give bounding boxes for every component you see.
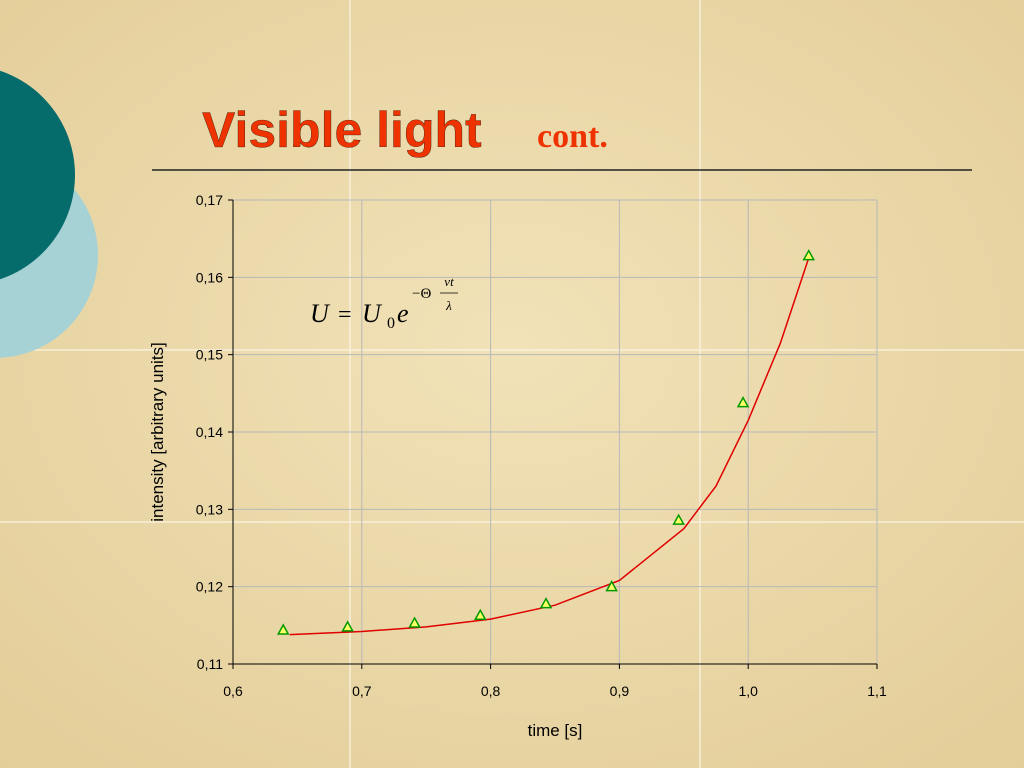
y-tick-label: 0,13 <box>196 501 223 517</box>
y-tick-label: 0,12 <box>196 579 223 595</box>
decor-circle-dark <box>0 70 75 280</box>
x-tick-label: 1,1 <box>867 683 887 699</box>
data-point <box>605 580 618 592</box>
x-tick-label: 0,6 <box>223 683 243 699</box>
fit-curve <box>289 257 810 636</box>
y-tick-label: 0,17 <box>196 192 223 208</box>
data-point <box>736 396 750 408</box>
data-point <box>276 623 290 635</box>
y-axis-label: intensity [arbitrary units] <box>148 342 167 522</box>
formula-text: λ <box>445 298 452 313</box>
formula: U = U 0 e −Θ νt λ <box>310 274 458 332</box>
data-point <box>539 597 553 609</box>
x-tick-label: 0,7 <box>352 683 372 699</box>
data-point <box>474 608 487 621</box>
y-tick-label: 0,11 <box>197 656 223 672</box>
formula-text: e <box>397 299 409 328</box>
plot: 0,11 0,12 0,13 0,14 0,15 0,16 0,17 0,6 0,7 0,8 0,9… <box>148 192 887 740</box>
formula-text: U <box>310 299 331 328</box>
data-point <box>802 249 816 261</box>
formula-text: −Θ <box>412 286 431 302</box>
formula-text: = <box>338 302 352 328</box>
formula-text: U <box>362 299 383 328</box>
data-point <box>408 616 421 628</box>
y-tick-label: 0,14 <box>196 424 223 440</box>
data-point <box>672 513 685 525</box>
x-tick-label: 0,9 <box>610 683 630 699</box>
formula-text: νt <box>444 274 454 289</box>
y-tick-label: 0,16 <box>196 269 223 285</box>
formula-text: 0 <box>387 315 395 332</box>
x-tick-label: 1,0 <box>738 683 758 699</box>
x-tick-label: 0,8 <box>481 683 501 699</box>
data-point <box>341 620 354 632</box>
slide-title-suffix: cont. <box>537 118 608 155</box>
y-tick-label: 0,15 <box>196 347 223 363</box>
x-axis-label: time [s] <box>528 721 583 740</box>
slide-title: Visible light <box>202 102 482 158</box>
